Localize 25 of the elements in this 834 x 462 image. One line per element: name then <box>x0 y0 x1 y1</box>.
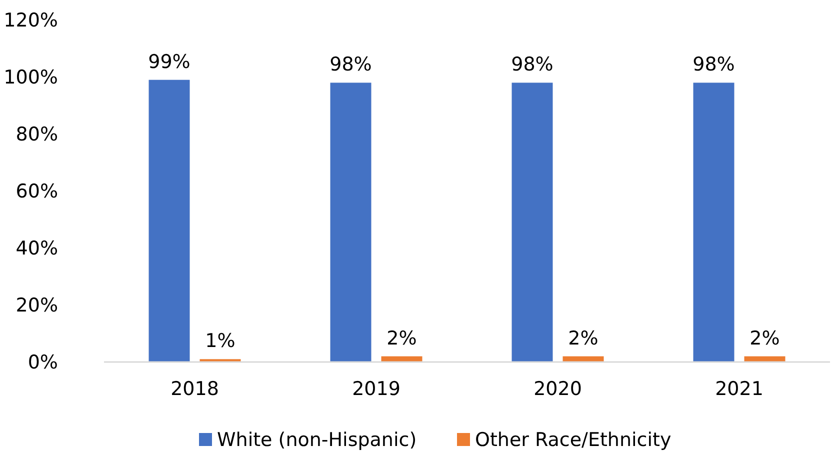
data-label: 1% <box>205 330 236 352</box>
y-tick-label: 80% <box>16 124 58 146</box>
x-tick-label: 2020 <box>534 378 582 400</box>
data-label: 99% <box>148 50 190 73</box>
x-tick-label: 2018 <box>170 378 219 400</box>
x-tick-label: 2019 <box>352 378 400 400</box>
data-label: 98% <box>511 54 554 76</box>
data-label: 98% <box>692 54 735 76</box>
data-label: 2% <box>386 327 417 350</box>
y-tick-label: 100% <box>4 66 58 89</box>
data-label: 98% <box>330 54 372 76</box>
y-tick-label: 20% <box>16 294 58 317</box>
bar <box>148 80 190 362</box>
legend-label: White (non-Hispanic) <box>217 429 417 451</box>
legend-label: Other Race/Ethnicity <box>475 429 672 451</box>
y-tick-label: 120% <box>4 10 58 32</box>
y-tick-label: 0% <box>28 352 58 374</box>
bar <box>512 82 553 362</box>
y-tick-label: 60% <box>16 180 58 203</box>
data-label: 2% <box>568 327 598 350</box>
data-label: 2% <box>750 327 780 350</box>
bar <box>693 82 734 362</box>
bar <box>330 82 372 362</box>
y-tick-label: 40% <box>16 238 58 260</box>
x-tick-label: 2021 <box>715 378 764 400</box>
